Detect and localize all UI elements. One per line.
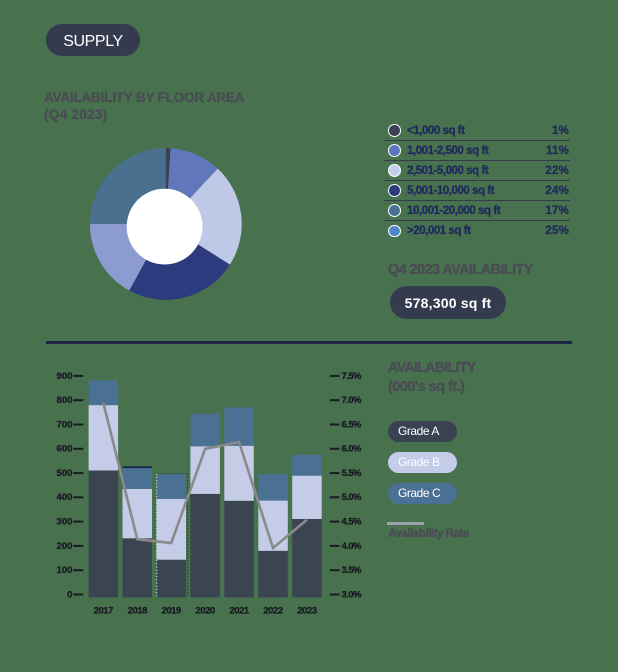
svg-text:2020: 2020 [195,606,215,617]
svg-text:500: 500 [57,468,73,479]
svg-text:4.5%: 4.5% [342,517,363,528]
svg-text:800: 800 [57,395,73,406]
svg-text:2022: 2022 [263,606,283,617]
svg-text:300: 300 [57,517,73,528]
svg-text:600: 600 [57,444,73,455]
svg-text:2019: 2019 [162,606,182,617]
svg-text:100: 100 [57,565,73,576]
svg-text:900: 900 [57,371,73,382]
svg-text:2023: 2023 [297,606,317,617]
svg-text:3.0%: 3.0% [342,589,363,600]
svg-text:3.5%: 3.5% [342,565,363,576]
svg-text:4.0%: 4.0% [342,541,363,552]
svg-text:200: 200 [57,541,73,552]
svg-text:6.5%: 6.5% [342,419,363,430]
svg-text:2017: 2017 [94,606,114,617]
svg-text:400: 400 [57,492,73,503]
svg-text:0: 0 [67,589,72,600]
svg-text:6.0%: 6.0% [342,444,363,455]
svg-text:5.5%: 5.5% [342,468,363,479]
svg-text:2021: 2021 [229,606,250,617]
svg-text:5.0%: 5.0% [342,492,363,503]
svg-text:2018: 2018 [128,606,148,617]
svg-text:7.5%: 7.5% [342,371,363,382]
svg-text:7.0%: 7.0% [342,395,363,406]
svg-text:700: 700 [57,419,73,430]
